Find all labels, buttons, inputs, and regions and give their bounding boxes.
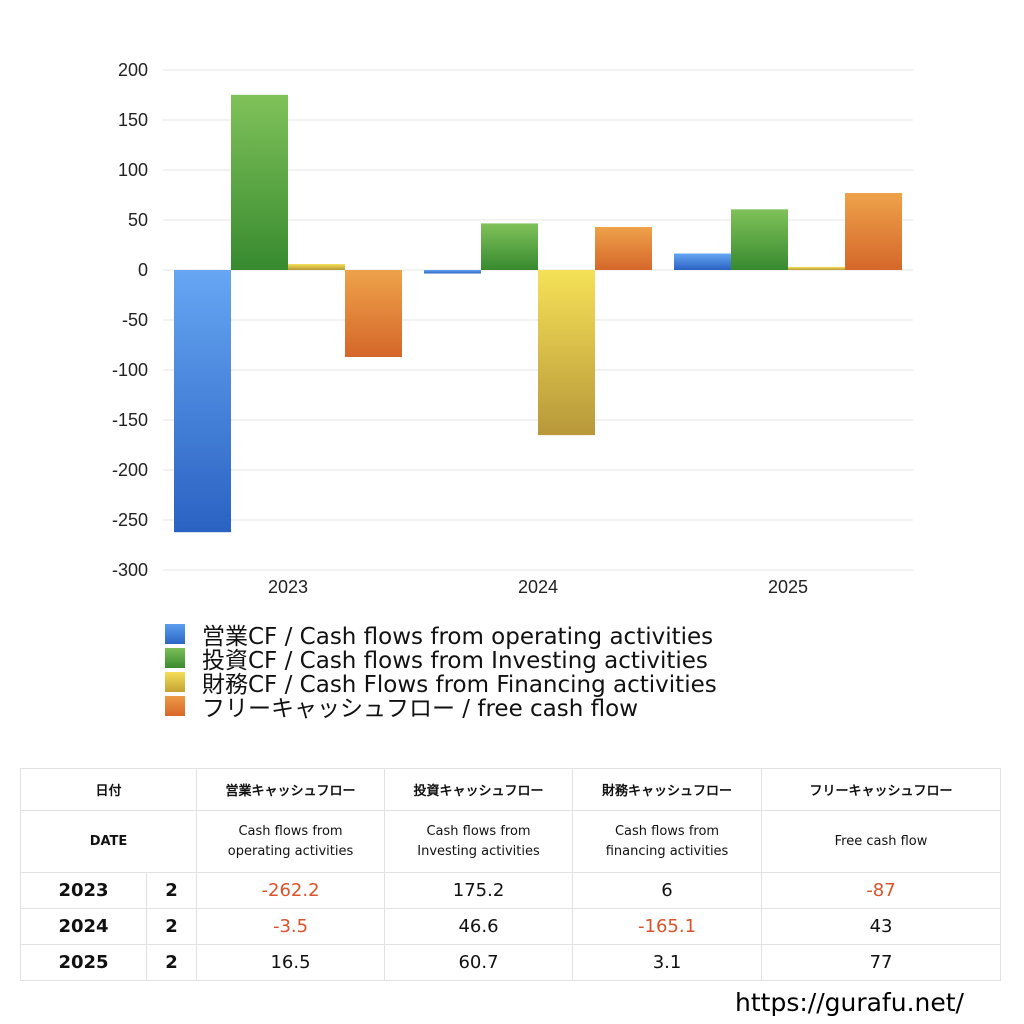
bar-2024-series-1	[424, 270, 481, 274]
table-subheader-row: DATE Cash flows from operating activities…	[19, 810, 1002, 873]
site-url: https://gurafu.net/	[735, 988, 964, 1017]
chart-legend: 営業CF / Cash flows from operating activit…	[165, 622, 717, 722]
y-tick-label: -250	[112, 510, 148, 530]
legend-item-financing: 財務CF / Cash Flows from Financing activit…	[165, 670, 717, 698]
row-year: 2024	[20, 908, 147, 945]
y-tick-label: -50	[122, 310, 148, 330]
header-operating: 営業キャッシュフロー	[196, 768, 386, 811]
row-year: 2023	[20, 872, 147, 909]
legend-swatch-investing	[165, 648, 185, 668]
cell-free: 43	[761, 908, 1002, 945]
subheader-investing: Cash flows from Investing activities	[384, 810, 574, 873]
bar-2023-series-2	[231, 94, 288, 270]
subheader-operating: Cash flows from operating activities	[196, 810, 386, 873]
x-tick-label: 2025	[768, 577, 808, 597]
cash-flow-bar-chart: 200 150 100 50 0 -50 -100 -150 -200 -250 -300 2023…	[112, 60, 913, 597]
row-quarter: 2	[145, 872, 198, 909]
y-tick-label: 0	[138, 260, 148, 280]
bar-2025-series-2	[731, 209, 788, 270]
bar-2025-series-1	[674, 253, 731, 270]
legend-label-investing: 投資CF / Cash flows from Investing activit…	[202, 648, 708, 674]
bar-2024-series-4	[595, 227, 652, 270]
cell-free: -87	[761, 872, 1002, 909]
legend-swatch-operating	[165, 624, 185, 644]
header-free: フリーキャッシュフロー	[761, 768, 1002, 811]
y-tick-label: 100	[118, 160, 148, 180]
bar-2025-series-4	[845, 193, 902, 270]
row-year: 2025	[20, 944, 147, 981]
row-quarter: 2	[145, 908, 198, 945]
y-tick-label: 200	[118, 60, 148, 80]
header-financing: 財務キャッシュフロー	[572, 768, 763, 811]
header-date: 日付	[19, 768, 198, 811]
table-row: 2024 2 -3.5 46.6 -165.1 43	[20, 908, 1002, 945]
legend-item-operating: 営業CF / Cash flows from operating activit…	[165, 622, 717, 650]
subheader-date: DATE	[19, 810, 198, 873]
legend-label-operating: 営業CF / Cash flows from operating activit…	[202, 624, 714, 650]
legend-label-financing: 財務CF / Cash Flows from Financing activit…	[202, 672, 717, 698]
y-tick-label: -300	[112, 560, 148, 580]
table-row: 2025 2 16.5 60.7 3.1 77	[20, 944, 1002, 981]
cell-investing: 175.2	[384, 872, 574, 909]
y-tick-label: 50	[128, 210, 148, 230]
bar-2024-series-3	[538, 270, 595, 436]
legend-item-investing: 投資CF / Cash flows from Investing activit…	[165, 646, 717, 674]
cell-operating: -3.5	[196, 908, 386, 945]
x-tick-label: 2023	[268, 577, 308, 597]
cell-financing: 3.1	[572, 944, 763, 981]
y-tick-label: -100	[112, 360, 148, 380]
legend-item-free: フリーキャッシュフロー / free cash flow	[165, 694, 717, 722]
cell-free: 77	[761, 944, 1002, 981]
cell-operating: 16.5	[196, 944, 386, 981]
legend-swatch-financing	[165, 672, 185, 692]
bar-2023-series-1	[174, 270, 231, 533]
legend-swatch-free	[165, 696, 185, 716]
bar-2023-series-3	[288, 264, 345, 270]
subheader-financing: Cash flows from financing activities	[572, 810, 763, 873]
header-investing: 投資キャッシュフロー	[384, 768, 574, 811]
x-axis-ticks: 2023 2024 2025	[268, 577, 808, 597]
subheader-free: Free cash flow	[761, 810, 1002, 873]
table-header-row: 日付 営業キャッシュフロー 投資キャッシュフロー 財務キャッシュフロー フリーキ…	[19, 768, 1002, 811]
cell-financing: -165.1	[572, 908, 763, 945]
cash-flow-table: 日付 営業キャッシュフロー 投資キャッシュフロー 財務キャッシュフロー フリーキ…	[19, 768, 1002, 981]
table-row: 2023 2 -262.2 175.2 6 -87	[20, 872, 1002, 909]
x-tick-label: 2024	[518, 577, 558, 597]
bar-2023-series-4	[345, 270, 402, 357]
y-axis-ticks: 200 150 100 50 0 -50 -100 -150 -200 -250 -300	[112, 60, 148, 580]
bar-2024-series-2	[481, 223, 538, 270]
y-tick-label: 150	[118, 110, 148, 130]
y-tick-label: -150	[112, 410, 148, 430]
row-quarter: 2	[145, 944, 198, 981]
cell-investing: 60.7	[384, 944, 574, 981]
chart-bars	[174, 94, 902, 533]
cell-investing: 46.6	[384, 908, 574, 945]
bar-2025-series-3	[788, 266, 845, 270]
cell-operating: -262.2	[196, 872, 386, 909]
legend-label-free: フリーキャッシュフロー / free cash flow	[202, 696, 639, 722]
cell-financing: 6	[572, 872, 763, 909]
y-tick-label: -200	[112, 460, 148, 480]
